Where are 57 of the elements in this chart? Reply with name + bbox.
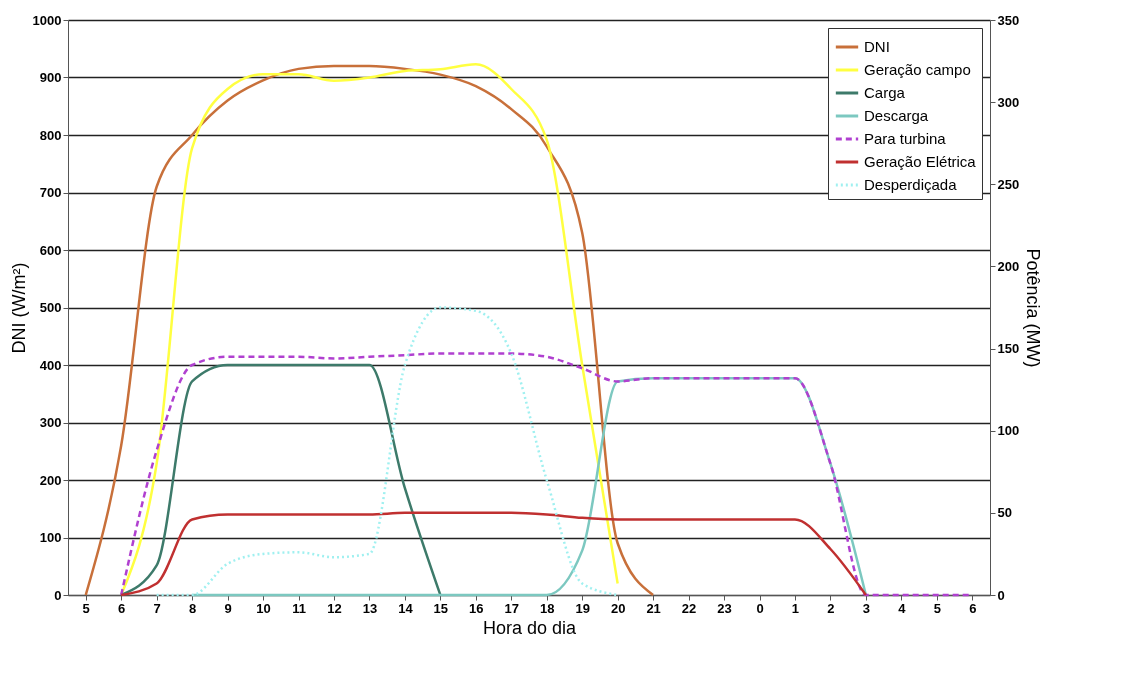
- y-tick-label: 1000: [32, 12, 62, 28]
- y2-axis-title: Potência (MW): [1023, 248, 1044, 368]
- y2-tick-label: 0: [997, 587, 1005, 603]
- x-tick-label: 11: [292, 600, 306, 616]
- legend-label: Geração Elétrica: [864, 153, 977, 170]
- legend-label: DNI: [864, 38, 890, 55]
- x-tick-label: 10: [256, 600, 271, 616]
- x-tick-label: 7: [153, 600, 161, 616]
- y2-tick-label: 350: [997, 12, 1020, 28]
- x-tick-label: 20: [610, 600, 626, 616]
- x-tick-label: 21: [646, 600, 661, 616]
- x-tick-label: 13: [362, 600, 378, 616]
- legend-label: Descarga: [864, 107, 929, 124]
- y2-tick-label: 300: [997, 94, 1020, 110]
- legend-label: Carga: [864, 84, 906, 101]
- x-tick-label: 6: [969, 600, 977, 616]
- y2-tick-label: 150: [997, 341, 1020, 357]
- x-tick-label: 5: [933, 600, 941, 616]
- y-tick-label: 200: [39, 472, 62, 488]
- y-tick-label: 800: [39, 127, 62, 143]
- x-tick-label: 5: [82, 600, 90, 616]
- x-tick-label: 19: [575, 600, 590, 616]
- line-series: [155, 306, 619, 597]
- x-tick-label: 4: [898, 600, 907, 616]
- y2-tick-label: 200: [997, 258, 1020, 274]
- y-tick-label: 0: [54, 587, 62, 603]
- x-tick-label: 3: [862, 600, 870, 616]
- y2-tick-label: 50: [997, 505, 1012, 521]
- legend-label: Desperdiçada: [864, 176, 958, 193]
- y-tick-label: 900: [39, 70, 62, 85]
- x-tick-label: 15: [433, 600, 449, 616]
- legend-label: Geração campo: [864, 61, 971, 78]
- y-tick-label: 600: [39, 242, 62, 258]
- x-tick-label: 17: [504, 600, 519, 616]
- x-tick-label: 22: [681, 600, 697, 616]
- legend-label: Para turbina: [864, 130, 947, 147]
- y2-tick-label: 250: [997, 176, 1020, 192]
- line-series: [119, 511, 868, 597]
- x-tick-label: 14: [398, 600, 414, 616]
- y-axis-title: DNI (W/m²): [8, 262, 29, 354]
- x-tick-label: 8: [189, 600, 197, 616]
- x-tick-label: 23: [717, 600, 732, 616]
- y-tick-label: 500: [39, 300, 62, 315]
- x-tick-label: 1: [791, 600, 800, 616]
- y-tick-label: 300: [39, 415, 62, 430]
- y2-tick-label: 100: [997, 423, 1020, 439]
- x-tick-label: 16: [469, 600, 484, 616]
- x-tick-label: 0: [756, 600, 764, 616]
- x-tick-label: 9: [224, 600, 232, 616]
- x-tick-label: 2: [827, 600, 835, 616]
- x-tick-label: 12: [327, 600, 342, 616]
- y-tick-label: 700: [39, 185, 62, 200]
- x-tick-label: 6: [118, 600, 126, 616]
- x-tick-label: 18: [540, 600, 555, 616]
- y-tick-label: 400: [39, 357, 62, 373]
- x-axis-title: Hora do dia: [482, 617, 578, 638]
- y-tick-label: 100: [39, 530, 62, 545]
